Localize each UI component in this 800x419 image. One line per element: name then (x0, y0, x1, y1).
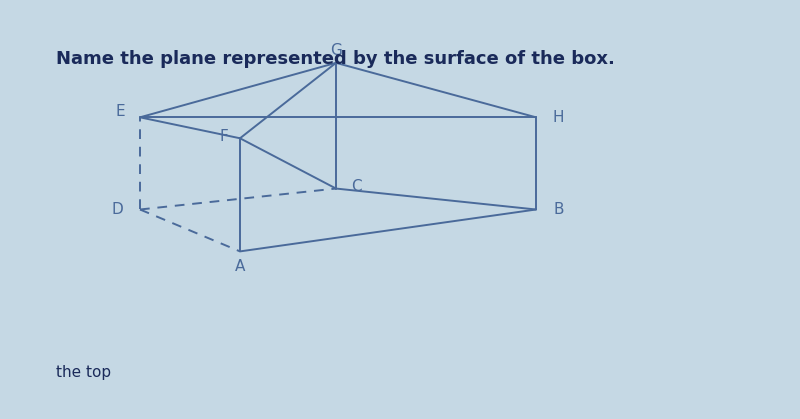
Text: F: F (220, 129, 228, 144)
Text: G: G (330, 43, 342, 58)
Text: the top: the top (56, 365, 111, 380)
Text: A: A (235, 259, 245, 274)
Text: Name the plane represented by the surface of the box.: Name the plane represented by the surfac… (56, 50, 615, 68)
Text: B: B (553, 202, 564, 217)
Text: E: E (115, 103, 125, 119)
Text: C: C (350, 179, 362, 194)
Text: D: D (112, 202, 123, 217)
Text: H: H (553, 110, 564, 125)
